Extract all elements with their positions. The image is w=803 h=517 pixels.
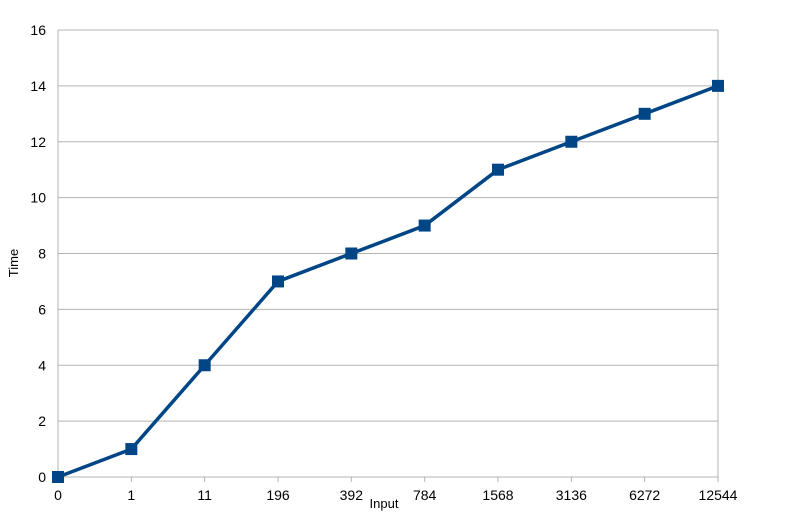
data-point-784 [418, 219, 431, 232]
data-point-0 [52, 471, 64, 483]
x-tick-label-1: 1 [127, 487, 135, 503]
data-point-11 [198, 359, 211, 372]
data-point-3136 [565, 135, 578, 148]
x-tick-label-11: 11 [197, 487, 212, 503]
series-0-line [56, 84, 720, 479]
gridlines [58, 29, 718, 478]
y-tick-labels: 0 2 4 6 8 10 12 14 16 [30, 22, 46, 485]
y-tick-label-8: 8 [38, 246, 46, 262]
x-tick-label-392: 392 [340, 487, 364, 503]
y-tick-label-16: 16 [30, 22, 46, 38]
y-tick-label-4: 4 [38, 357, 46, 373]
x-tick-label-12544: 12544 [699, 487, 738, 503]
series-markers [52, 79, 724, 483]
axes [57, 30, 719, 482]
x-tick-label-1568: 1568 [482, 487, 513, 503]
x-tick-labels: 0 1 11 196 392 784 1568 3136 6272 12544 [54, 487, 738, 503]
x-tick-label-3136: 3136 [556, 487, 587, 503]
data-point-12544 [712, 79, 724, 92]
data-point-1568 [492, 163, 504, 176]
data-point-196 [272, 275, 284, 288]
data-point-1 [125, 443, 138, 456]
x-tick-label-196: 196 [266, 487, 290, 503]
y-tick-label-2: 2 [38, 413, 46, 429]
y-tick-label-0: 0 [38, 469, 46, 485]
series-line [56, 84, 720, 479]
y-tick-label-10: 10 [30, 190, 46, 206]
y-tick-label-14: 14 [30, 78, 46, 94]
x-tick-label-0: 0 [54, 487, 62, 503]
y-tick-label-12: 12 [30, 134, 46, 150]
data-point-392 [345, 247, 358, 260]
x-axis-title: Input [370, 496, 399, 511]
y-tick-label-6: 6 [38, 301, 46, 317]
x-tick-label-6272: 6272 [629, 487, 660, 503]
x-tick-label-784: 784 [413, 487, 437, 503]
data-point-6272 [638, 107, 651, 120]
y-axis-title: Time [6, 249, 21, 277]
